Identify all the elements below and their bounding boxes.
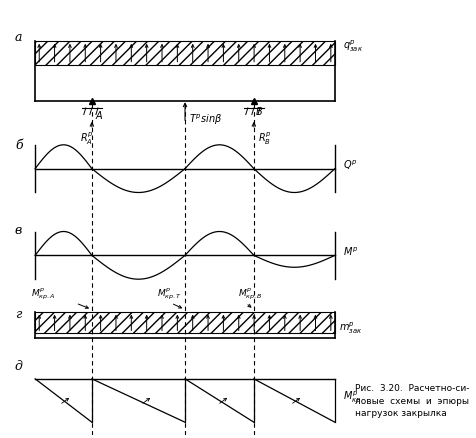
FancyBboxPatch shape [35, 312, 334, 334]
Polygon shape [92, 169, 185, 193]
Text: A: A [96, 111, 102, 121]
Polygon shape [92, 256, 185, 279]
Text: $Q^p$: $Q^p$ [342, 158, 357, 172]
Polygon shape [253, 256, 334, 268]
Text: $M^p_{кр.Т}$: $M^p_{кр.Т}$ [156, 286, 181, 301]
Text: $T^p sin\beta$: $T^p sin\beta$ [188, 113, 222, 127]
Text: $M^p_{кр.А}$: $M^p_{кр.А}$ [31, 286, 56, 301]
Text: $m^p_{зак}$: $m^p_{зак}$ [338, 319, 361, 335]
Polygon shape [253, 169, 334, 193]
Polygon shape [185, 379, 253, 422]
Text: $M^p$: $M^p$ [342, 245, 357, 258]
Polygon shape [185, 232, 253, 256]
Text: б: б [15, 139, 22, 152]
Text: а: а [15, 31, 22, 44]
Polygon shape [35, 145, 92, 169]
Text: $M^p_{кр.В}$: $M^p_{кр.В}$ [237, 286, 262, 301]
Text: д: д [15, 360, 23, 372]
Polygon shape [185, 145, 253, 169]
FancyBboxPatch shape [35, 42, 334, 65]
Polygon shape [92, 379, 185, 422]
Polygon shape [35, 232, 92, 256]
Polygon shape [253, 379, 334, 422]
Text: г: г [15, 307, 21, 321]
Text: $R^p_B$: $R^p_B$ [258, 131, 271, 147]
Text: $R^p_A$: $R^p_A$ [79, 131, 93, 147]
Text: Рис.  3.20.  Расчетно-си-
ловые  схемы  и  эпюры
нагрузок закрылка: Рис. 3.20. Расчетно-си- ловые схемы и эп… [355, 383, 469, 417]
Text: B: B [255, 106, 262, 117]
Text: в: в [15, 223, 22, 236]
Text: $q^p_{зак}$: $q^p_{зак}$ [342, 39, 362, 54]
Polygon shape [35, 379, 92, 422]
Text: $M^p_{кр}$: $M^p_{кр}$ [342, 389, 361, 404]
